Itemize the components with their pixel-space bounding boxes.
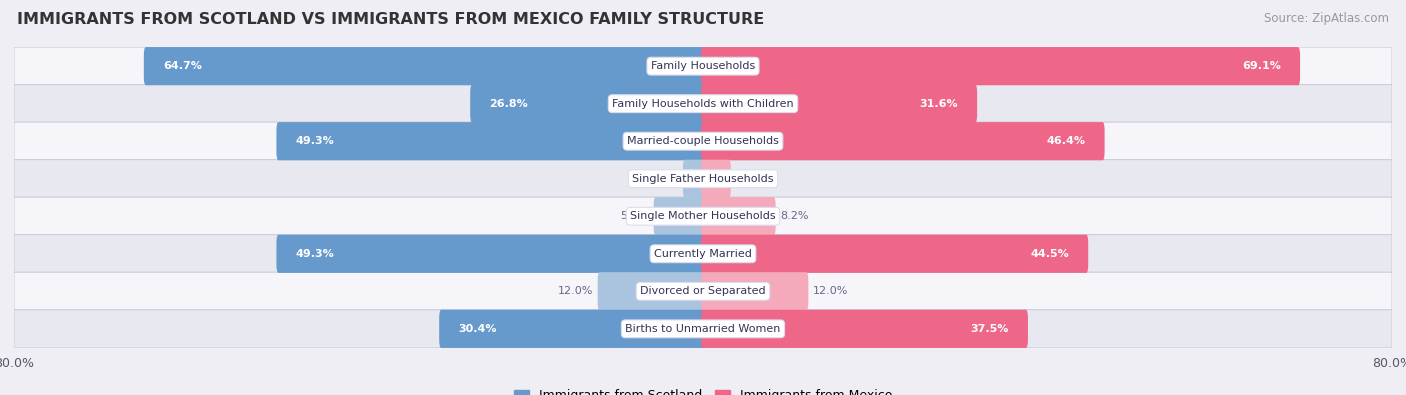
FancyBboxPatch shape xyxy=(470,85,704,123)
FancyBboxPatch shape xyxy=(14,85,1392,123)
FancyBboxPatch shape xyxy=(277,122,704,160)
FancyBboxPatch shape xyxy=(14,197,1392,235)
Text: Births to Unmarried Women: Births to Unmarried Women xyxy=(626,324,780,334)
Text: Divorced or Separated: Divorced or Separated xyxy=(640,286,766,296)
Text: 37.5%: 37.5% xyxy=(970,324,1008,334)
FancyBboxPatch shape xyxy=(14,235,1392,273)
FancyBboxPatch shape xyxy=(143,47,704,85)
Text: 12.0%: 12.0% xyxy=(813,286,849,296)
FancyBboxPatch shape xyxy=(277,235,704,273)
Text: 5.5%: 5.5% xyxy=(620,211,648,221)
Text: 46.4%: 46.4% xyxy=(1046,136,1085,146)
FancyBboxPatch shape xyxy=(14,122,1392,160)
FancyBboxPatch shape xyxy=(14,47,1392,85)
FancyBboxPatch shape xyxy=(14,310,1392,348)
FancyBboxPatch shape xyxy=(702,85,977,123)
Text: 26.8%: 26.8% xyxy=(489,99,529,109)
Text: 30.4%: 30.4% xyxy=(458,324,496,334)
FancyBboxPatch shape xyxy=(702,47,1301,85)
FancyBboxPatch shape xyxy=(702,122,1105,160)
FancyBboxPatch shape xyxy=(654,197,704,235)
Text: 64.7%: 64.7% xyxy=(163,61,202,71)
Text: Married-couple Households: Married-couple Households xyxy=(627,136,779,146)
FancyBboxPatch shape xyxy=(702,160,731,198)
Text: 31.6%: 31.6% xyxy=(920,99,957,109)
FancyBboxPatch shape xyxy=(598,272,704,310)
Text: Family Households: Family Households xyxy=(651,61,755,71)
Text: IMMIGRANTS FROM SCOTLAND VS IMMIGRANTS FROM MEXICO FAMILY STRUCTURE: IMMIGRANTS FROM SCOTLAND VS IMMIGRANTS F… xyxy=(17,12,763,27)
FancyBboxPatch shape xyxy=(439,310,704,348)
Text: Family Households with Children: Family Households with Children xyxy=(612,99,794,109)
Text: Source: ZipAtlas.com: Source: ZipAtlas.com xyxy=(1264,12,1389,25)
Text: 12.0%: 12.0% xyxy=(557,286,593,296)
Text: 69.1%: 69.1% xyxy=(1241,61,1281,71)
Text: 44.5%: 44.5% xyxy=(1031,249,1069,259)
FancyBboxPatch shape xyxy=(683,160,704,198)
Text: Single Father Households: Single Father Households xyxy=(633,174,773,184)
Text: 2.1%: 2.1% xyxy=(650,174,678,184)
Text: 8.2%: 8.2% xyxy=(780,211,808,221)
Text: 49.3%: 49.3% xyxy=(295,249,335,259)
FancyBboxPatch shape xyxy=(702,310,1028,348)
FancyBboxPatch shape xyxy=(702,197,776,235)
Text: 3.0%: 3.0% xyxy=(735,174,763,184)
Legend: Immigrants from Scotland, Immigrants from Mexico: Immigrants from Scotland, Immigrants fro… xyxy=(509,384,897,395)
FancyBboxPatch shape xyxy=(702,272,808,310)
FancyBboxPatch shape xyxy=(14,160,1392,198)
FancyBboxPatch shape xyxy=(702,235,1088,273)
FancyBboxPatch shape xyxy=(14,272,1392,310)
Text: 49.3%: 49.3% xyxy=(295,136,335,146)
Text: Currently Married: Currently Married xyxy=(654,249,752,259)
Text: Single Mother Households: Single Mother Households xyxy=(630,211,776,221)
